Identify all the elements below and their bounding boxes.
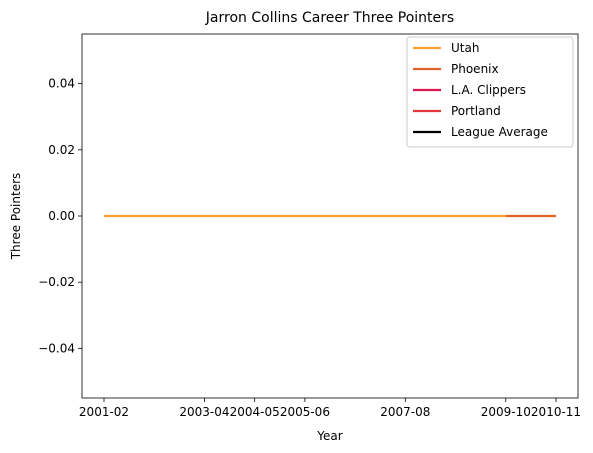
legend-label: L.A. Clippers bbox=[451, 83, 526, 97]
y-axis-label: Three Pointers bbox=[9, 173, 23, 261]
x-tick-label: 2009-10 bbox=[481, 405, 531, 419]
y-tick-label: 0.00 bbox=[48, 209, 75, 223]
x-axis: 2001-02 2003-04 2004-05 2005-06 2007-08 2009-… bbox=[79, 398, 581, 419]
y-axis: −0.04 −0.02 0.00 0.02 0.04 bbox=[38, 77, 82, 355]
y-tick-label: −0.02 bbox=[38, 275, 75, 289]
legend-label: Utah bbox=[451, 41, 479, 55]
x-tick-label: 2004-05 bbox=[230, 405, 280, 419]
x-tick-label: 2010-11 bbox=[531, 405, 581, 419]
legend-label: Portland bbox=[451, 104, 501, 118]
legend-label: League Average bbox=[451, 125, 548, 139]
x-tick-label: 2003-04 bbox=[179, 405, 229, 419]
x-tick-label: 2007-08 bbox=[380, 405, 430, 419]
x-tick-label: 2001-02 bbox=[79, 405, 129, 419]
y-tick-label: −0.04 bbox=[38, 341, 75, 355]
x-axis-label: Year bbox=[316, 429, 342, 443]
legend-frame bbox=[406, 36, 574, 148]
chart-title: Jarron Collins Career Three Pointers bbox=[205, 10, 454, 26]
y-tick-label: 0.02 bbox=[48, 143, 75, 157]
legend-label: Phoenix bbox=[451, 62, 499, 76]
legend: Utah Phoenix L.A. Clippers Portland League A… bbox=[406, 36, 574, 148]
x-tick-label: 2005-06 bbox=[280, 405, 330, 419]
y-tick-label: 0.04 bbox=[48, 77, 75, 91]
